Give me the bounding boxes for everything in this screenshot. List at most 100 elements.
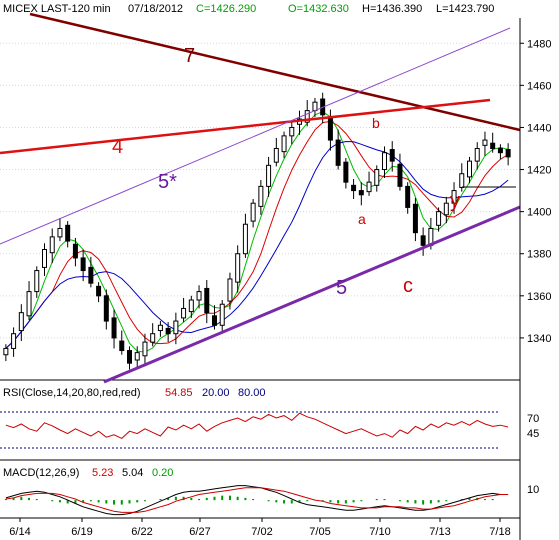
candle [266, 156, 272, 197]
candle-body [157, 324, 163, 332]
candle [196, 285, 202, 309]
candle [134, 346, 140, 369]
candle-body [134, 352, 140, 361]
candle [366, 171, 372, 196]
candle [250, 199, 256, 228]
price-y-tick-label: 1480 [527, 38, 551, 50]
candle-body [273, 147, 279, 163]
macd-signal-value: 5.04 [122, 467, 143, 479]
candle [389, 141, 395, 172]
rsi-level-low: 20.00 [202, 387, 230, 399]
macd-value: 5.23 [92, 467, 113, 479]
price-y-tick-label: 1360 [527, 291, 551, 303]
ma-mid-line [5, 120, 509, 349]
candle-body [374, 169, 380, 186]
trend-line-5 [103, 205, 521, 384]
trend-line-4 [0, 98, 491, 155]
candle-body [258, 185, 264, 207]
candle-body [281, 135, 287, 153]
header-high: H=1436.390 [362, 3, 422, 15]
candle-body [235, 253, 241, 283]
header-open: O=1432.630 [288, 3, 349, 15]
candlesticks [3, 92, 511, 370]
candle [42, 243, 47, 276]
candle-body [490, 142, 496, 149]
rsi-value: 54.85 [165, 387, 193, 399]
candle [405, 182, 411, 214]
price-y-tick-label: 1460 [527, 80, 551, 92]
x-axis-tick-label: 6/22 [131, 526, 152, 538]
macd-legend: MACD(12,26,9) 5.23 5.04 0.20 [3, 467, 173, 479]
candle-body [57, 227, 63, 238]
macd-title: MACD(12,26,9) [3, 467, 79, 479]
candle-body [289, 126, 295, 137]
x-axis: 6/14 6/19 6/22 6/27 7/02 7/05 7/10 7/13 7/18 [9, 518, 511, 538]
candle-body [212, 315, 217, 326]
candle [451, 182, 457, 214]
candle-body [3, 347, 9, 356]
candle-body [42, 249, 47, 268]
candle [88, 256, 94, 288]
macd-line [5, 485, 509, 516]
chart-header: MICEX LAST-120 min 07/18/2012 C=1426.290… [3, 3, 494, 15]
candle [11, 327, 17, 357]
candle-body [165, 327, 171, 335]
candle [150, 323, 156, 347]
trend-line-7 [29, 12, 521, 132]
candle [72, 237, 78, 267]
label-wave-b: b [372, 115, 380, 131]
candle-body [443, 202, 449, 216]
candle-body [467, 160, 472, 178]
candle [258, 180, 264, 215]
candle [65, 221, 71, 248]
candle [304, 100, 310, 127]
candle [351, 179, 357, 199]
trend-lines [0, 12, 521, 384]
candle [505, 143, 511, 166]
label-wave-4: 4 [112, 136, 123, 158]
macd-histogram-value: 0.20 [152, 467, 173, 479]
rsi-y-tick-label: 45 [527, 428, 539, 440]
candle [420, 227, 426, 256]
channel-upper-line [0, 27, 511, 245]
candle-body [366, 181, 372, 193]
candle-body [497, 147, 503, 154]
candle [34, 266, 40, 298]
candle-body [250, 202, 256, 222]
x-axis-tick-label: 7/18 [489, 526, 510, 538]
candle-body [18, 312, 24, 332]
candle-body [327, 117, 333, 141]
price-y-tick-label: 1440 [527, 122, 551, 134]
macd-y-axis: 10 [527, 484, 539, 496]
candle-body [119, 340, 125, 352]
candle-body [72, 243, 78, 259]
candle-body [312, 101, 318, 112]
candle-body [358, 190, 364, 196]
price-y-tick-label: 1420 [527, 165, 551, 177]
candle-body [103, 295, 109, 322]
candle-body [482, 139, 488, 146]
rsi-level-high: 80.00 [238, 387, 266, 399]
candle [119, 330, 125, 355]
candle-body [405, 185, 411, 208]
label-wave-7: 7 [184, 45, 195, 67]
candle [18, 304, 24, 342]
candle [204, 280, 210, 324]
candle [443, 196, 449, 224]
candle-body [49, 236, 55, 254]
candle-body [173, 320, 179, 335]
wave-labels: 7 4 5* 5 a b c y [112, 45, 460, 299]
candle [482, 131, 488, 156]
x-axis-tick-label: 7/05 [309, 526, 330, 538]
candle-body [304, 110, 310, 123]
rsi-title: RSI(Close,14,20,80,red,red) [3, 387, 141, 399]
candle [96, 282, 102, 303]
candle-body [65, 224, 71, 242]
x-axis-tick-label: 7/02 [251, 526, 272, 538]
header-close: C=1426.290 [196, 3, 256, 15]
candle [374, 165, 380, 192]
candle [289, 121, 295, 145]
candle-body [343, 161, 349, 183]
candle [382, 146, 387, 178]
